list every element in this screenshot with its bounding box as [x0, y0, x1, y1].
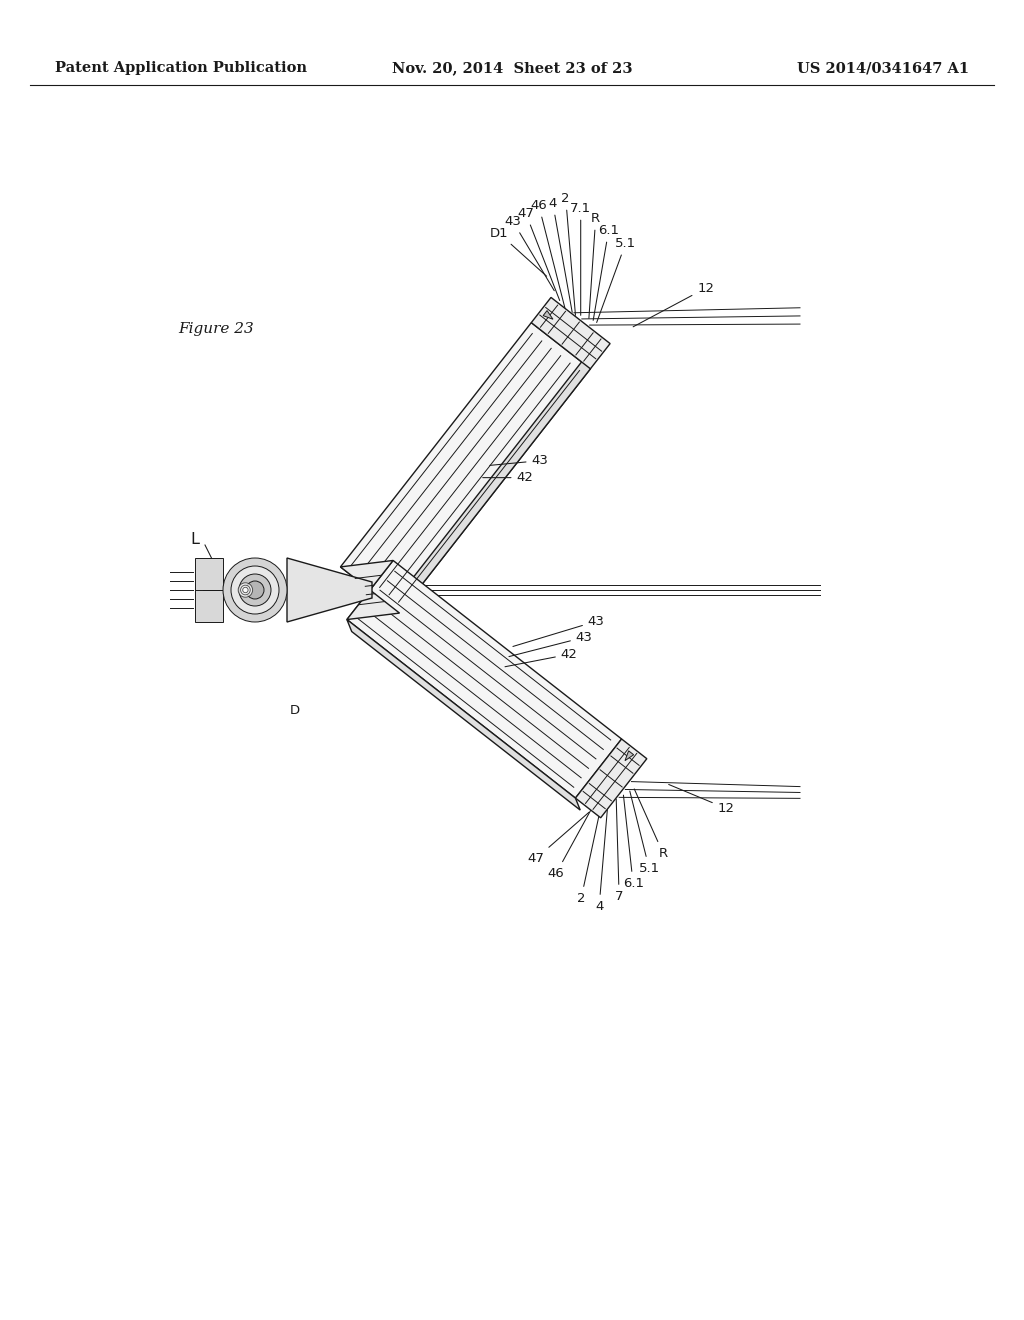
Circle shape	[246, 581, 264, 599]
Text: 7.1: 7.1	[570, 202, 591, 315]
Polygon shape	[347, 561, 622, 799]
Text: 43: 43	[509, 631, 593, 656]
Polygon shape	[195, 558, 223, 622]
Text: 5.1: 5.1	[630, 791, 659, 875]
Text: 42: 42	[482, 471, 534, 484]
Text: 6.1: 6.1	[593, 223, 620, 321]
Text: Nov. 20, 2014  Sheet 23 of 23: Nov. 20, 2014 Sheet 23 of 23	[392, 61, 632, 75]
Text: 42: 42	[505, 648, 578, 667]
Text: R: R	[634, 789, 668, 859]
Circle shape	[241, 585, 250, 595]
Text: 46: 46	[548, 803, 595, 880]
Text: R: R	[589, 211, 600, 318]
Polygon shape	[394, 356, 591, 612]
Text: 7: 7	[614, 799, 624, 903]
Polygon shape	[531, 297, 610, 368]
Text: 47: 47	[517, 207, 560, 301]
Text: D1: D1	[489, 227, 547, 276]
Text: 4: 4	[595, 803, 608, 913]
Text: 5.1: 5.1	[597, 236, 636, 322]
Text: 43: 43	[504, 215, 554, 290]
Text: 43: 43	[513, 615, 605, 647]
Polygon shape	[625, 751, 634, 760]
Circle shape	[231, 566, 279, 614]
Text: 4: 4	[549, 197, 572, 313]
Polygon shape	[340, 561, 399, 619]
Circle shape	[239, 574, 271, 606]
Circle shape	[243, 587, 248, 593]
Polygon shape	[575, 739, 647, 818]
Text: 2: 2	[577, 799, 602, 906]
Text: D: D	[290, 704, 300, 717]
Polygon shape	[347, 619, 581, 810]
Text: 12: 12	[633, 281, 714, 327]
Polygon shape	[340, 322, 591, 612]
Text: 12: 12	[669, 784, 734, 814]
Text: 6.1: 6.1	[623, 795, 644, 890]
Text: 43: 43	[489, 454, 549, 467]
Circle shape	[223, 558, 287, 622]
Circle shape	[239, 583, 253, 597]
Text: 47: 47	[527, 812, 589, 865]
Text: US 2014/0341647 A1: US 2014/0341647 A1	[797, 61, 969, 75]
Text: Patent Application Publication: Patent Application Publication	[55, 61, 307, 75]
Text: Figure 23: Figure 23	[178, 322, 254, 337]
Polygon shape	[543, 310, 553, 319]
Polygon shape	[287, 558, 372, 622]
Text: 46: 46	[530, 198, 565, 309]
Text: L: L	[190, 532, 200, 548]
Text: 2: 2	[561, 191, 575, 315]
